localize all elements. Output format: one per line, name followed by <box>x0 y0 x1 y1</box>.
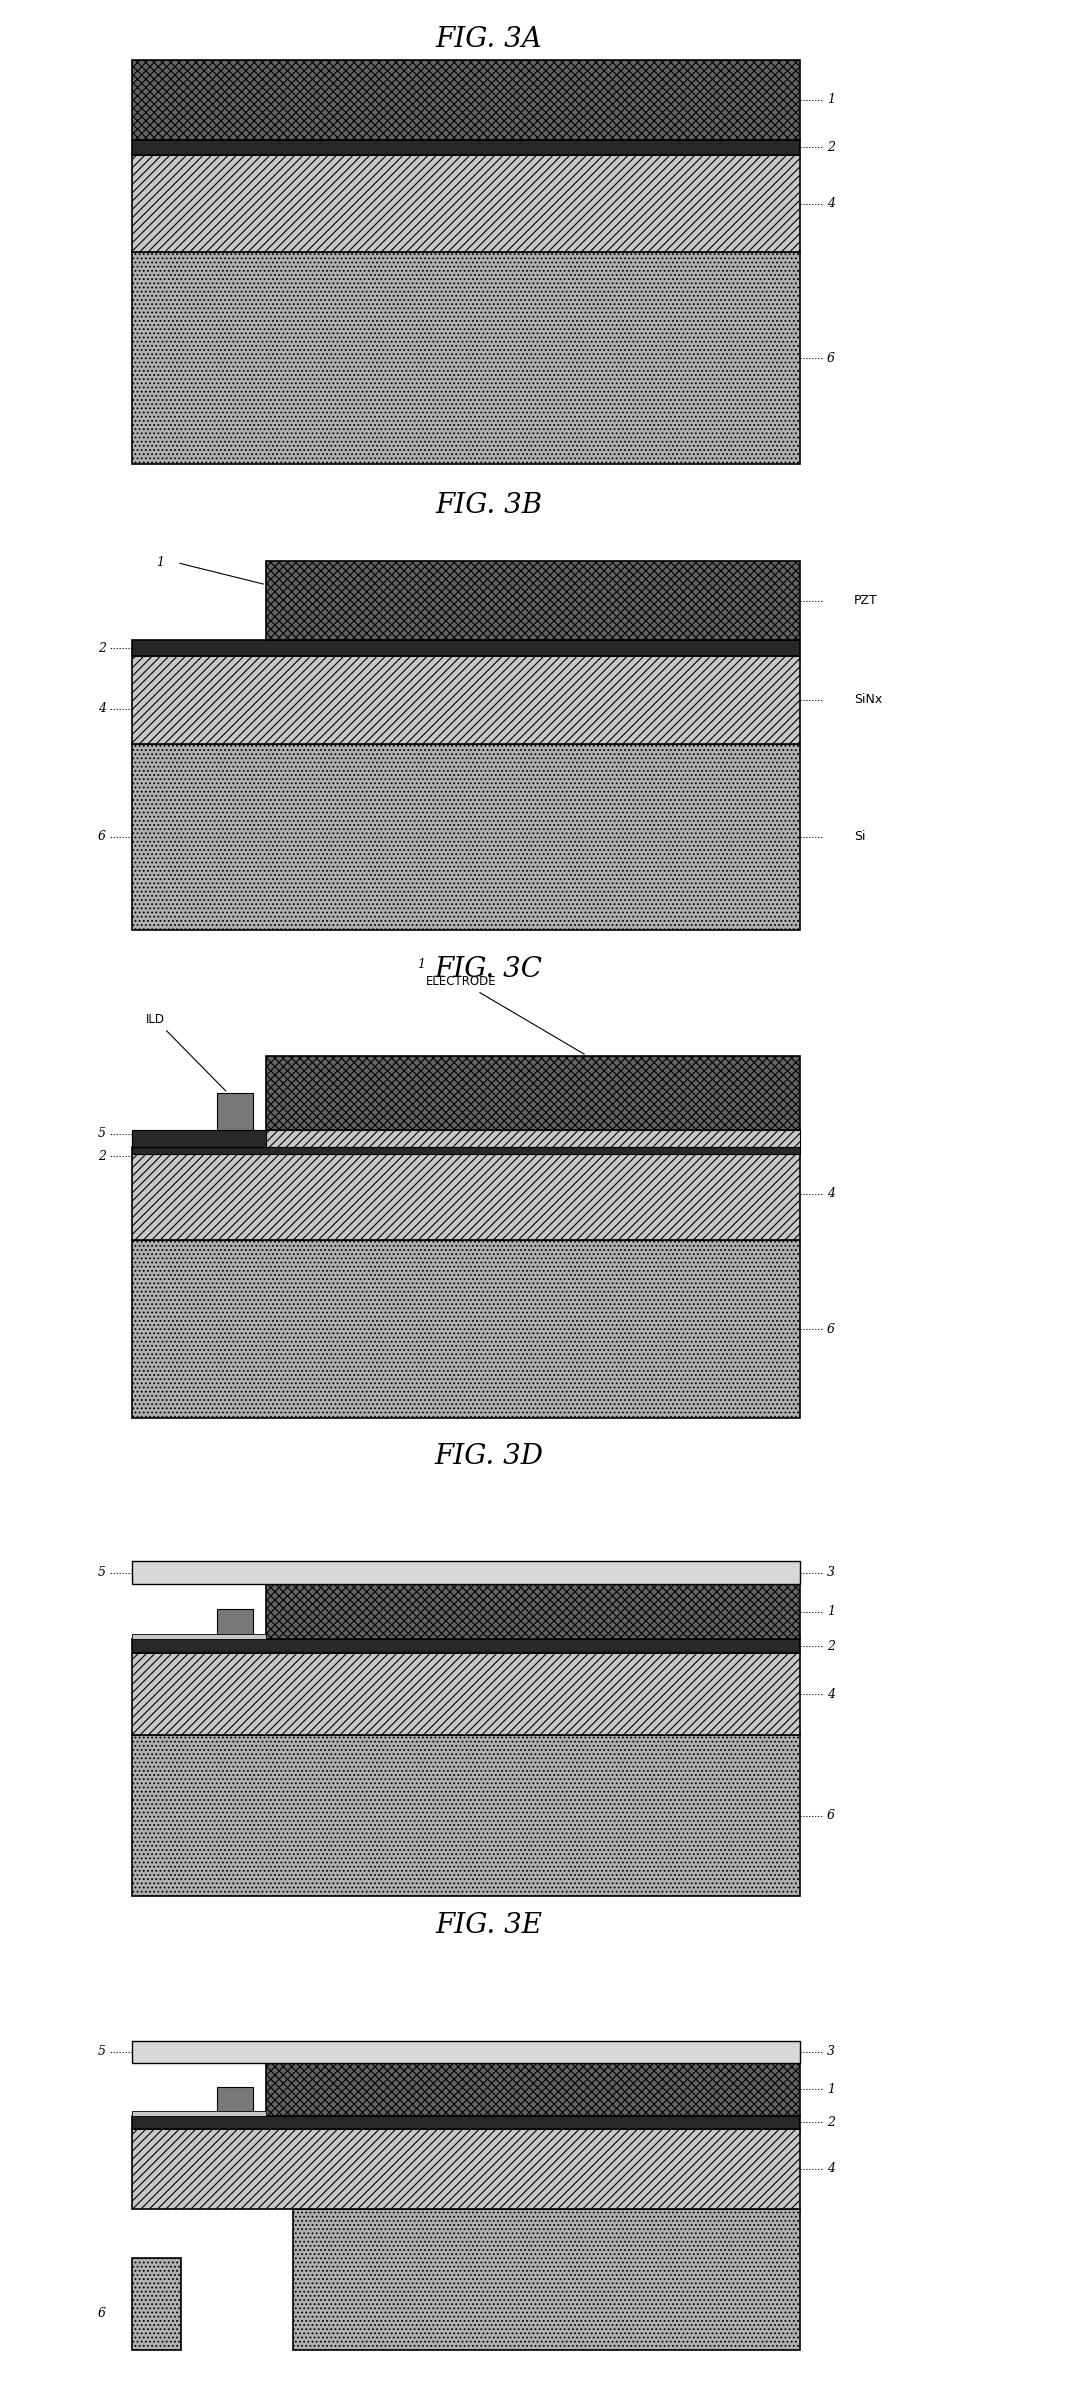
Bar <box>132 1131 266 1146</box>
Bar <box>132 2115 800 2129</box>
Text: 6: 6 <box>98 831 105 843</box>
Bar <box>132 1241 800 1418</box>
Bar <box>132 60 800 138</box>
Bar <box>293 2208 800 2349</box>
Text: SiNx: SiNx <box>854 695 882 707</box>
Bar <box>132 640 800 656</box>
Text: 6: 6 <box>828 351 835 365</box>
Text: Si: Si <box>854 831 866 843</box>
Bar <box>132 155 800 253</box>
Text: FIG. 3A: FIG. 3A <box>435 26 542 53</box>
Bar <box>266 561 800 640</box>
Bar <box>132 1561 800 1585</box>
Bar <box>132 2110 266 2115</box>
Text: PZT: PZT <box>854 594 877 606</box>
Text: ILD: ILD <box>146 1012 226 1091</box>
Text: 1: 1 <box>828 2084 835 2096</box>
Text: 1: 1 <box>417 957 426 972</box>
Bar <box>266 2062 800 2115</box>
Text: FIG. 3C: FIG. 3C <box>434 957 543 983</box>
Text: 3: 3 <box>828 1566 835 1580</box>
Text: 1: 1 <box>828 1604 835 1618</box>
Bar <box>132 2041 800 2062</box>
Text: 4: 4 <box>828 1186 835 1201</box>
Bar <box>266 1055 800 1131</box>
Bar <box>132 138 800 155</box>
Text: 2: 2 <box>828 2115 835 2129</box>
Text: 6: 6 <box>98 2306 105 2320</box>
Text: 1: 1 <box>828 93 835 107</box>
Bar <box>266 1585 800 1640</box>
Bar <box>132 1735 800 1895</box>
Text: 4: 4 <box>828 1688 835 1700</box>
Text: 4: 4 <box>828 198 835 210</box>
Text: ELECTRODE: ELECTRODE <box>427 976 584 1055</box>
Bar <box>217 2086 253 2115</box>
Bar <box>132 1652 800 1735</box>
Text: 5: 5 <box>98 1127 105 1141</box>
Bar <box>132 1146 800 1241</box>
Text: 2: 2 <box>98 1151 105 1162</box>
Text: 6: 6 <box>828 1322 835 1337</box>
Bar <box>132 1131 800 1146</box>
Bar <box>217 1609 253 1640</box>
Bar <box>132 656 800 745</box>
Text: FIG. 3D: FIG. 3D <box>434 1442 543 1470</box>
Text: 6: 6 <box>828 1809 835 1821</box>
Bar <box>132 2258 181 2349</box>
Bar <box>132 1633 266 1640</box>
Text: 5: 5 <box>98 2046 105 2058</box>
Bar <box>132 745 800 929</box>
Text: FIG. 3E: FIG. 3E <box>435 1912 542 1938</box>
Bar <box>132 2129 800 2208</box>
Text: 4: 4 <box>98 702 105 716</box>
Text: 2: 2 <box>828 141 835 153</box>
Bar <box>217 1093 253 1131</box>
Text: FIG. 3B: FIG. 3B <box>435 492 542 518</box>
Text: 1: 1 <box>155 556 164 568</box>
Bar <box>132 253 800 463</box>
Text: 3: 3 <box>828 2046 835 2058</box>
Text: 2: 2 <box>98 642 105 654</box>
Text: 4: 4 <box>828 2163 835 2175</box>
Bar <box>132 1640 800 1652</box>
Bar <box>132 1146 800 1153</box>
Text: 2: 2 <box>828 1640 835 1652</box>
Text: 5: 5 <box>98 1566 105 1580</box>
